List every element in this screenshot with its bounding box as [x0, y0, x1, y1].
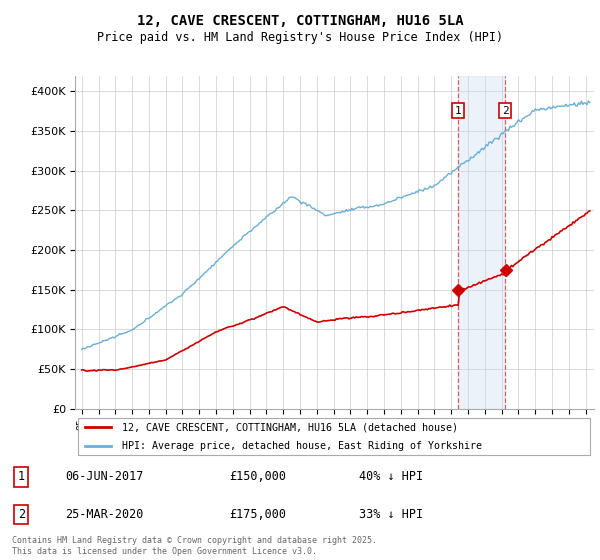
Bar [458, 76, 505, 409]
Text: 33% ↓ HPI: 33% ↓ HPI [359, 508, 423, 521]
Text: Price paid vs. HM Land Registry's House Price Index (HPI): Price paid vs. HM Land Registry's House … [97, 31, 503, 44]
Text: 40% ↓ HPI: 40% ↓ HPI [359, 470, 423, 483]
FancyBboxPatch shape [77, 418, 590, 455]
Text: £175,000: £175,000 [229, 508, 286, 521]
Text: 2: 2 [18, 508, 25, 521]
Text: HPI: Average price, detached house, East Riding of Yorkshire: HPI: Average price, detached house, East… [122, 441, 482, 451]
Text: 12, CAVE CRESCENT, COTTINGHAM, HU16 5LA: 12, CAVE CRESCENT, COTTINGHAM, HU16 5LA [137, 14, 463, 28]
Text: 1: 1 [455, 106, 461, 115]
Text: 1: 1 [18, 470, 25, 483]
Text: 06-JUN-2017: 06-JUN-2017 [65, 470, 143, 483]
Text: Contains HM Land Registry data © Crown copyright and database right 2025.
This d: Contains HM Land Registry data © Crown c… [12, 536, 377, 556]
Text: 2: 2 [502, 106, 509, 115]
Text: 12, CAVE CRESCENT, COTTINGHAM, HU16 5LA (detached house): 12, CAVE CRESCENT, COTTINGHAM, HU16 5LA … [122, 422, 458, 432]
Text: £150,000: £150,000 [229, 470, 286, 483]
Text: 25-MAR-2020: 25-MAR-2020 [65, 508, 143, 521]
